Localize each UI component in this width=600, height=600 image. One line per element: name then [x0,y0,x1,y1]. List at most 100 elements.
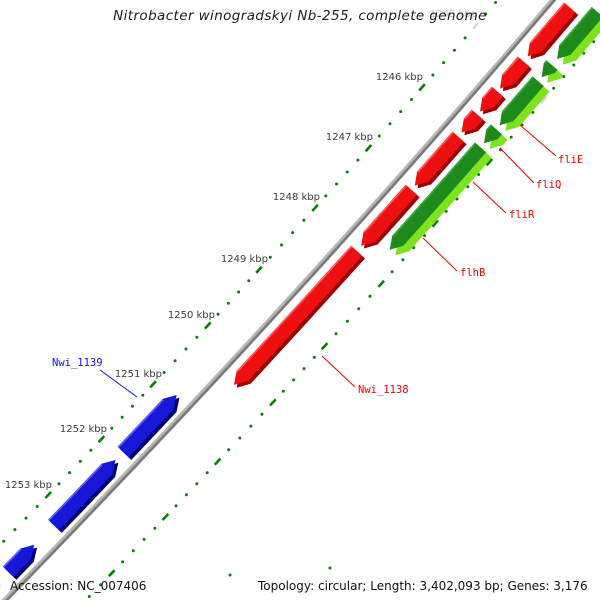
tick-dot [302,218,306,222]
gene-arrow-Nwi_1138[interactable] [233,245,363,385]
gene-arrow[interactable] [500,56,530,89]
tick-dot [260,412,264,416]
tick-dot [121,560,125,564]
tick-dot [237,290,241,294]
tick-dot [324,194,328,198]
tick-dot [302,367,306,371]
gene-label-fliR[interactable]: fliR [509,209,535,221]
tick-dot [247,279,251,283]
label-leader [472,181,507,214]
gene-arrow[interactable] [361,184,417,246]
tick-dot [357,307,361,311]
gene-arrow-bevel [464,109,474,120]
gene-arrow[interactable] [527,2,576,57]
tick-dot [227,448,231,452]
tick-dot [345,170,349,174]
gene-arrow-bevel [559,7,593,47]
tick-dot [78,459,82,463]
tick-dot [57,482,61,486]
accession-label: Accession: NC_007406 [10,579,147,593]
tick-dot [399,110,403,114]
gene-arrow-fliR[interactable] [416,172,460,219]
tick-dot [184,347,188,351]
tick-dot [216,312,220,316]
gene-arrow-side [505,81,550,131]
tick-dot [484,12,488,16]
gene-arrow[interactable] [461,109,483,133]
gene-arrow[interactable] [414,131,464,186]
gene-arrow[interactable] [499,76,544,126]
tick-dash [161,513,170,521]
tick-label: 1247 kbp [326,132,373,143]
gene-arrow-flhB[interactable] [389,208,428,250]
gene-label-fliQ[interactable]: fliQ [536,179,561,191]
tick-dot [388,122,392,126]
tick-dash [311,203,319,212]
tick-dot [142,537,146,541]
label-leader [99,369,138,398]
tick-dot [390,270,394,274]
tick-dot [552,86,556,90]
gene-label-fliE[interactable]: fliE [558,154,583,166]
tick-dash [364,144,373,153]
tick-dot [13,528,17,532]
gene-label-Nwi_1139[interactable]: Nwi_1139 [52,357,103,369]
tick-label: 1246 kbp [376,72,423,83]
tick-dash [377,279,385,288]
tick-dot [466,185,470,189]
gene-arrow-bevel [502,76,534,113]
tick-dot [494,1,498,4]
tick-dot [509,135,513,139]
tick-dot [87,595,91,598]
tick-dot [268,255,272,259]
gene-arrow-side-fliR [422,178,466,225]
gene-arrow[interactable] [541,60,558,78]
tick-dot [356,158,360,162]
tick-dash [485,158,494,167]
gene-arrow-bevel [448,142,477,174]
tick-label: 1253 kbp [5,480,52,491]
tick-dot [452,48,456,52]
label-leader [422,237,458,272]
tick-dash [431,219,439,228]
page-title: Nitrobacter winogradskyi Nb-255, complet… [113,8,487,24]
gene-arrow-bevel [48,464,103,521]
tick-label: 1252 kbp [60,424,107,435]
gene-label-flhB[interactable]: flhB [460,267,485,279]
tick-dot [377,134,381,138]
tick-dot [174,504,178,508]
tick-dot [238,436,242,440]
topology-label: Topology: circular; Length: 3,402,093 bp… [258,579,588,593]
tick-dot [291,231,295,235]
tick-dot [195,335,199,339]
tick-dot [153,526,157,530]
tick-dot [2,539,6,543]
gene-label-Nwi_1138[interactable]: Nwi_1138 [358,384,409,396]
gene-arrow-Nwi_1139[interactable] [117,395,177,458]
tick-label: 1245 kbp [430,9,477,20]
gene-arrow[interactable] [557,7,600,59]
label-leader [321,355,356,388]
tick-dash [44,491,53,499]
gene-arrow[interactable] [480,86,504,112]
tick-dot [99,583,103,587]
tick-dash [255,265,263,274]
tick-dot [442,61,446,65]
tick-dot [110,426,114,430]
tick-dot [431,73,435,77]
tick-dot [131,404,134,408]
gene-arrow-bevel [482,86,494,99]
tick-dot [141,393,145,397]
tick-dot [572,63,576,67]
tick-dot [89,448,93,452]
genome-axis [1,0,554,600]
tick-dot [312,355,316,359]
tick-dot [24,516,28,520]
gene-arrow[interactable] [2,544,35,577]
gene-arrow-fliQ[interactable] [448,142,487,183]
gene-arrow[interactable] [48,460,116,531]
tick-dot [582,51,586,55]
tick-dot [195,482,199,486]
